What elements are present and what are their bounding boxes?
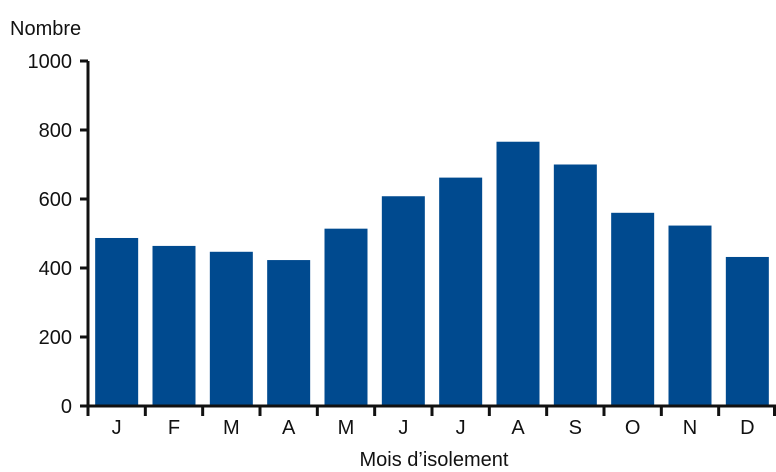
x-tick-label: J xyxy=(398,417,408,439)
bar xyxy=(267,260,311,406)
bar xyxy=(611,212,655,406)
x-tick-label: N xyxy=(683,417,697,439)
x-tick-label: A xyxy=(511,417,525,439)
bar xyxy=(95,237,139,406)
bar xyxy=(152,245,196,406)
y-tick-label: 0 xyxy=(61,396,72,418)
bar xyxy=(381,196,425,406)
bar xyxy=(324,228,368,406)
y-tick-label: 600 xyxy=(39,189,72,211)
y-ticks: 0 200 400 600 800 1000 xyxy=(28,51,88,418)
y-tick-label: 400 xyxy=(39,258,72,280)
x-tick-label: D xyxy=(740,417,754,439)
x-tick-label: S xyxy=(569,417,582,439)
bar xyxy=(496,141,540,407)
x-tick-label: O xyxy=(625,417,641,439)
y-tick-label: 800 xyxy=(39,120,72,142)
bars xyxy=(95,141,769,407)
bar xyxy=(439,177,483,406)
bar xyxy=(668,225,712,406)
y-tick-label: 200 xyxy=(39,327,72,349)
bar xyxy=(725,256,769,406)
bar xyxy=(553,164,597,406)
x-tick-label: J xyxy=(456,417,466,439)
x-tick-label: M xyxy=(223,417,240,439)
y-tick-label: 1000 xyxy=(28,51,73,73)
x-axis-title: Mois d’isolement xyxy=(360,449,509,471)
x-tick-label: F xyxy=(168,417,180,439)
x-tick-label: M xyxy=(338,417,355,439)
x-tick-label: A xyxy=(282,417,296,439)
x-tick-label: J xyxy=(112,417,122,439)
bar xyxy=(209,251,253,406)
y-axis-title: Nombre xyxy=(10,18,81,40)
